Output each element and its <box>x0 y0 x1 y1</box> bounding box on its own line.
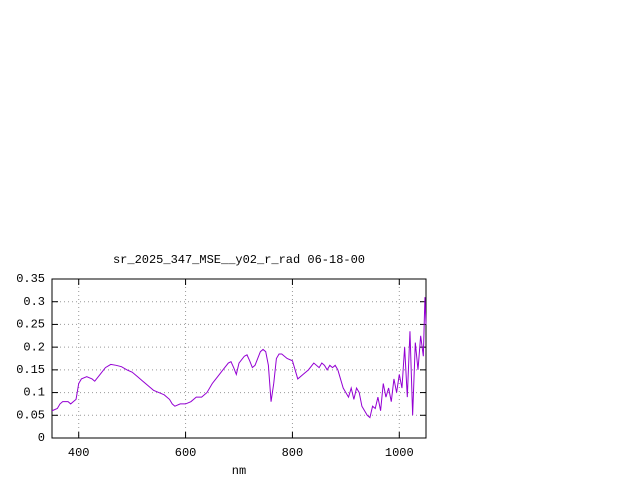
y-tick-label: 0.1 <box>23 386 45 400</box>
x-tick-label: 600 <box>175 446 197 460</box>
y-tick-label: 0 <box>38 431 45 445</box>
data-line <box>51 297 427 419</box>
x-tick-label: 1000 <box>385 446 414 460</box>
x-axis-label: nm <box>232 464 246 478</box>
chart-title: sr_2025_347_MSE__y02_r_rad 06-18-00 <box>113 253 365 267</box>
x-tick-label: 800 <box>282 446 304 460</box>
y-tick-label: 0.2 <box>23 340 45 354</box>
y-tick-label: 0.35 <box>16 272 45 286</box>
y-tick-label: 0.3 <box>23 295 45 309</box>
y-tick-label: 0.05 <box>16 408 45 422</box>
y-tick-label: 0.25 <box>16 318 45 332</box>
y-tick-label: 0.15 <box>16 363 45 377</box>
x-tick-label: 400 <box>68 446 90 460</box>
plot-border <box>51 278 427 439</box>
